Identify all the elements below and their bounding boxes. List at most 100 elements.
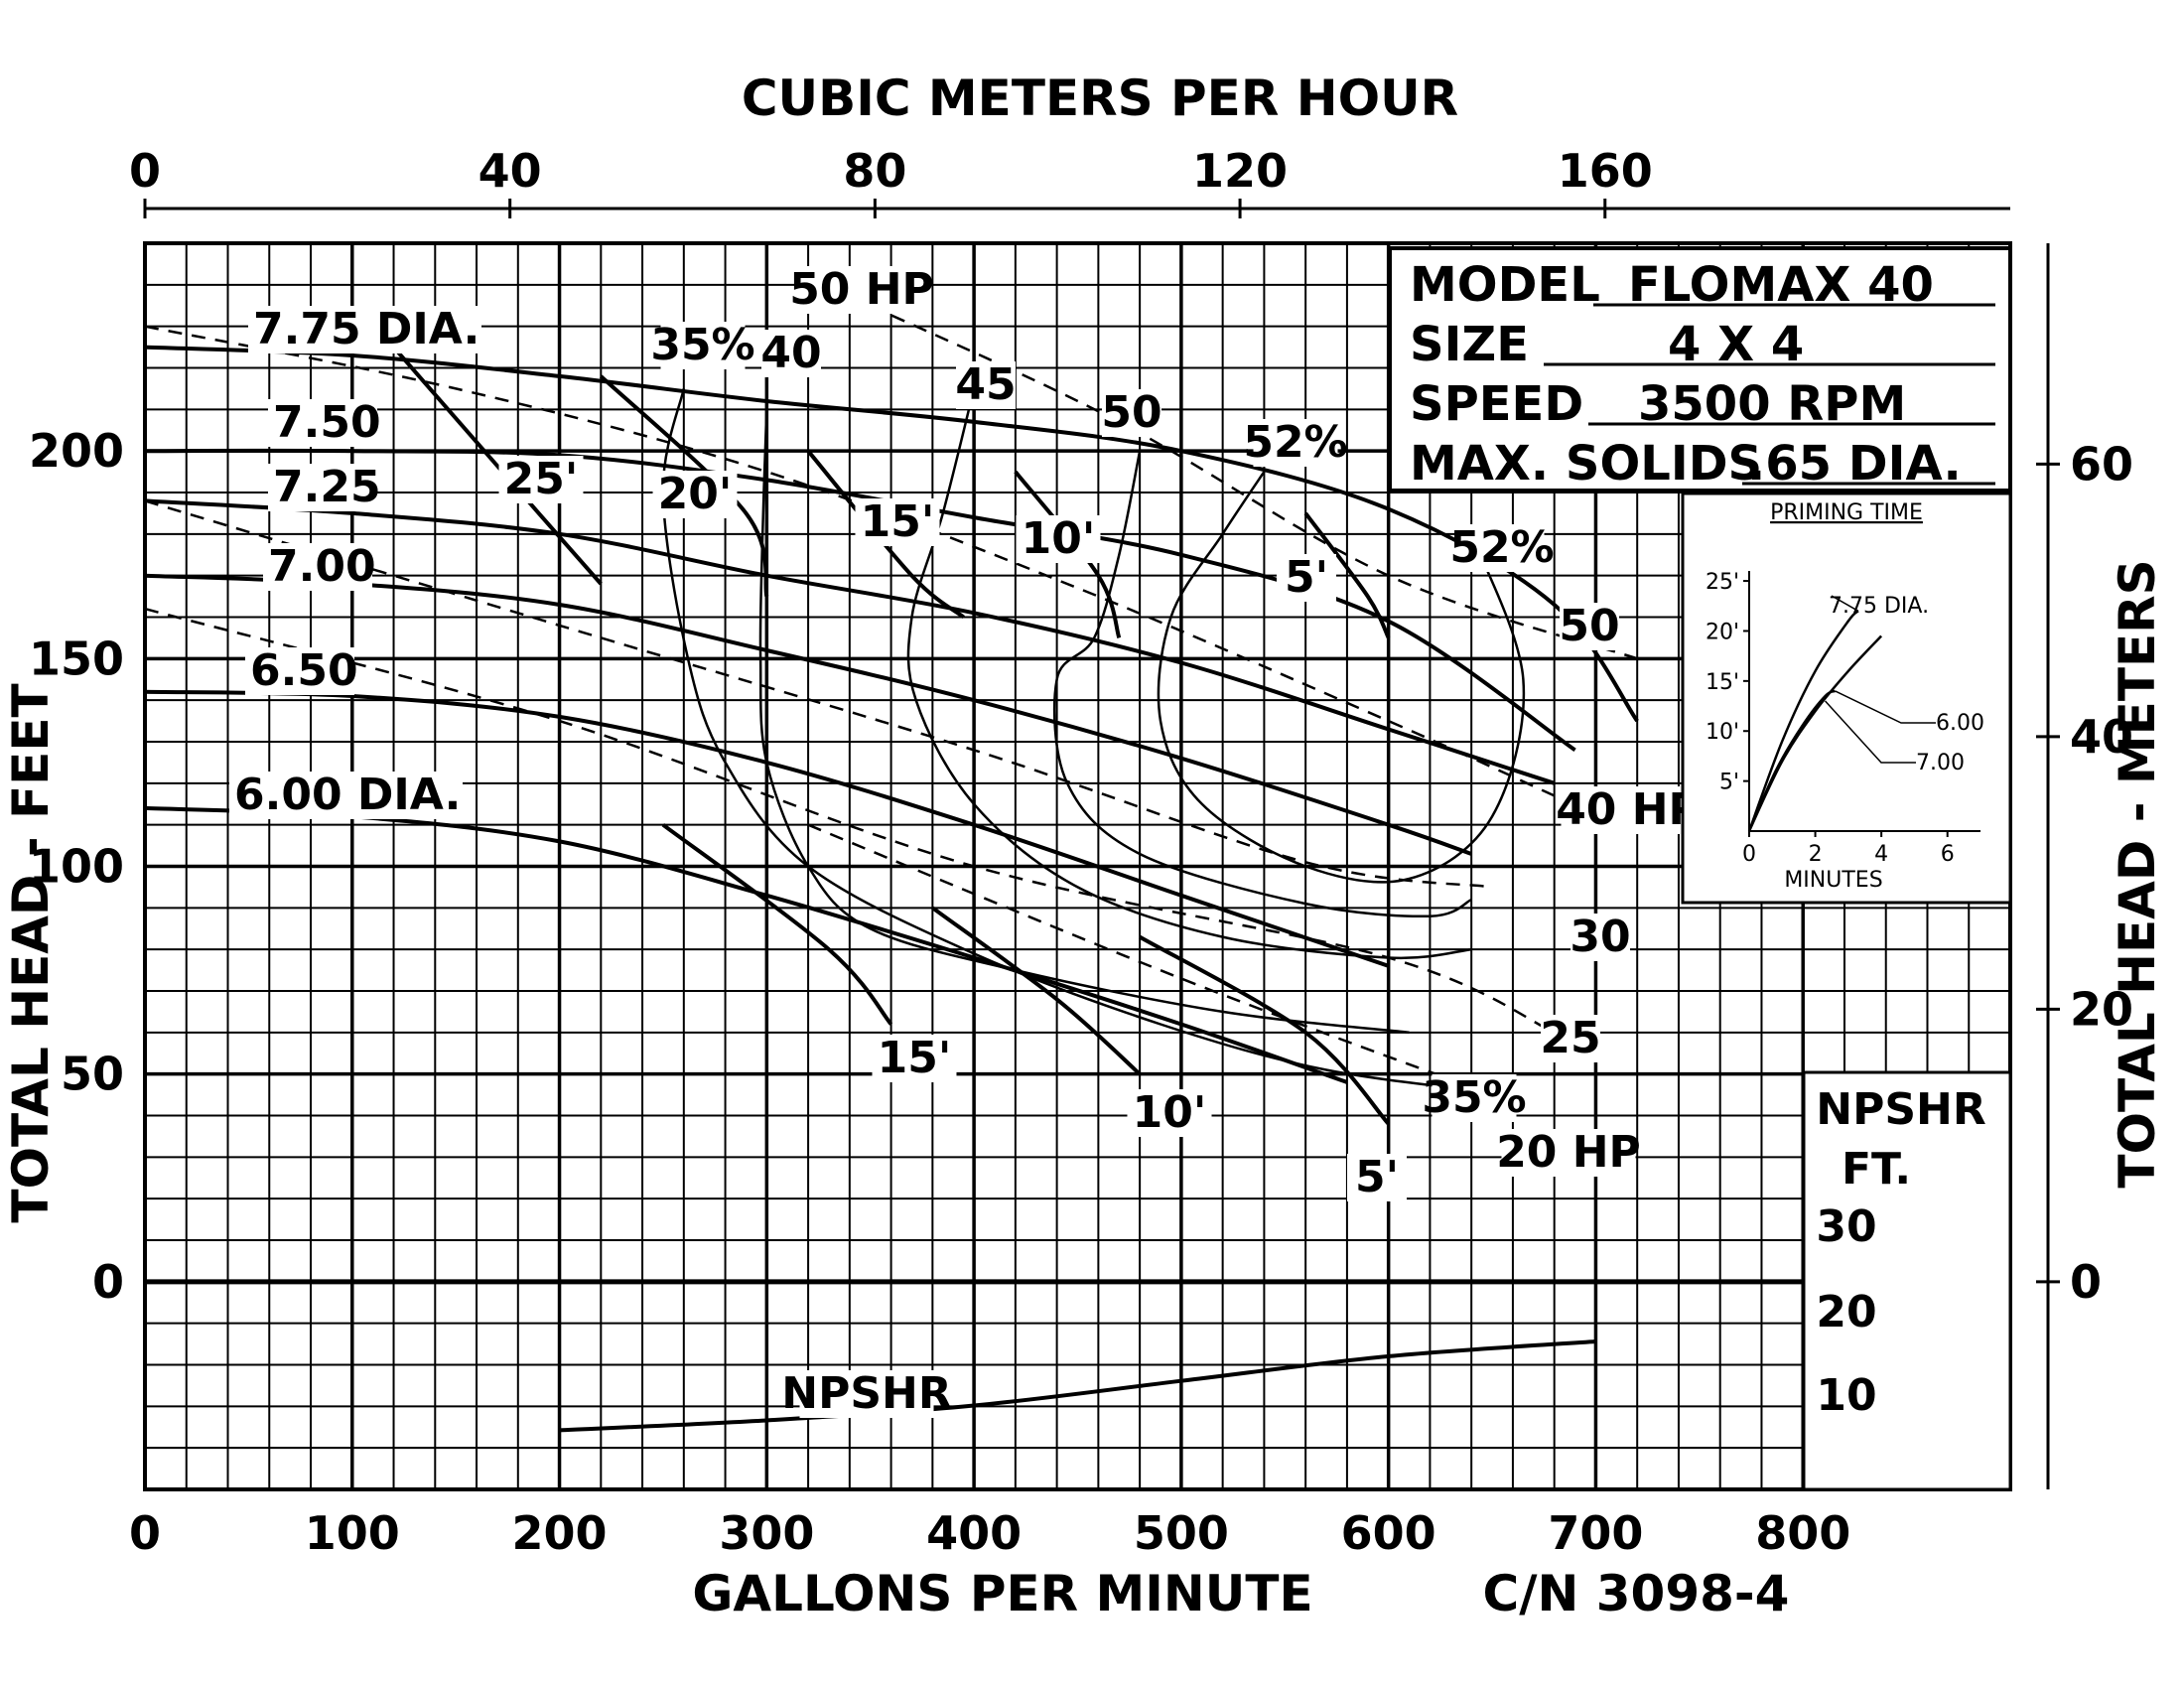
x-tick-label: 100 xyxy=(305,1506,400,1560)
npsh-line xyxy=(661,823,893,1026)
model-label: MODEL xyxy=(1410,257,1600,313)
hp-label-bg xyxy=(1561,786,1696,834)
priming-y-tick-label: 15' xyxy=(1706,670,1739,695)
npsh-label-bg xyxy=(498,456,584,503)
x2-tick-label: 0 xyxy=(129,144,161,198)
efficiency-label-bg xyxy=(1253,419,1338,467)
y2-tick-label: 40 xyxy=(2070,710,2133,764)
hp-line xyxy=(807,823,1493,1096)
efficiency-label-right-bg xyxy=(1560,603,1619,650)
x2-tick-label: 80 xyxy=(843,144,906,198)
npshr-tick-label: 10 xyxy=(1816,1370,1876,1421)
priming-time-title: PRIMING TIME xyxy=(1770,500,1923,525)
hp-label: 30 xyxy=(1570,912,1630,962)
speed-label: SPEED xyxy=(1410,376,1583,432)
hp-label-group: 40 HP xyxy=(1556,784,1701,835)
catalog-number: C/N 3098-4 xyxy=(1483,1565,1790,1622)
curve-labels: 7.75 DIA.7.507.257.006.506.00 DIA.35% 404… xyxy=(229,264,1701,1419)
hp-label-bg xyxy=(1501,1129,1636,1177)
head-curve-label-group: 7.00 xyxy=(263,541,376,592)
priming-y-tick-label: 20' xyxy=(1706,620,1739,644)
priming-time-inset xyxy=(1681,492,2012,905)
head-curve-label-group: 6.00 DIA. xyxy=(229,770,463,820)
npsh-label: 15' xyxy=(861,496,935,547)
x-axis-title: GALLONS PER MINUTE xyxy=(692,1565,1312,1622)
head-curve xyxy=(144,805,1348,1084)
x-tick-label: 400 xyxy=(926,1506,1022,1560)
head-curve-label: 7.25 xyxy=(273,462,381,512)
priming-series-label: 7.75 DIA. xyxy=(1829,594,1929,619)
size-label: SIZE xyxy=(1410,317,1529,372)
x-tick-label: 800 xyxy=(1755,1506,1850,1560)
head-curve-label: 7.50 xyxy=(273,397,381,448)
priming-y-tick-label: 25' xyxy=(1706,570,1739,595)
solids-label: MAX. SOLIDS xyxy=(1410,436,1762,492)
y2-tick-label: 20 xyxy=(2070,982,2133,1036)
model-info-box xyxy=(1388,246,2012,492)
efficiency-label-group: 45 xyxy=(955,359,1016,410)
y2-tick-label: 60 xyxy=(2070,437,2133,491)
npshr-curve xyxy=(559,1339,1596,1433)
hp-line xyxy=(870,304,1638,660)
npsh-label-bg xyxy=(872,1035,957,1082)
priming-leader xyxy=(1835,690,1936,724)
efficiency-curve xyxy=(1052,450,1472,918)
efficiency-label-right-group: 50 xyxy=(1559,601,1619,651)
npsh-label-group: 5' xyxy=(1347,1152,1407,1202)
hp-label-bg xyxy=(1541,1015,1600,1062)
npsh-label: 5' xyxy=(1285,552,1328,603)
npshr-axis-box xyxy=(1802,1070,2012,1491)
npshr-tick-label: 30 xyxy=(1816,1201,1876,1252)
head-curve-label: 6.50 xyxy=(250,645,358,696)
efficiency-label-bg xyxy=(660,322,746,369)
hp-label: 40 HP xyxy=(1556,784,1701,835)
npshr-curve-label: NPSHR xyxy=(781,1368,951,1419)
efficiency-label: 35% xyxy=(650,320,754,370)
priming-time-plot: 0 2 4 6 25' 20' 15' 10' 5' 7.75 DIA. 6.00 7.00 xyxy=(1706,570,1984,867)
y-tick-label: 200 xyxy=(29,424,124,478)
priming-series-line xyxy=(1747,610,1859,832)
npsh-line xyxy=(1139,934,1391,1126)
efficiency-label: 52% xyxy=(1243,417,1347,468)
npsh-label-bg xyxy=(1127,1089,1212,1137)
y2-tick-label: 0 xyxy=(2070,1255,2102,1309)
npsh-label-bg xyxy=(1016,515,1101,563)
hp-label: 20 HP xyxy=(1496,1127,1641,1178)
npsh-label: 10' xyxy=(1133,1087,1207,1138)
efficiency-label-right: 50 xyxy=(1559,601,1619,651)
head-curve-label-bg xyxy=(248,306,481,353)
head-curve-label: 7.00 xyxy=(268,541,376,592)
npsh-label-group: 20' xyxy=(652,469,738,519)
priming-y-tick-label: 5' xyxy=(1719,771,1739,795)
x-tick-label: 200 xyxy=(512,1506,608,1560)
x-tick-label: 700 xyxy=(1548,1506,1643,1560)
npsh-label-bg xyxy=(652,471,738,518)
hp-label-group: 50 HP xyxy=(789,264,934,315)
npsh-label-group: 15' xyxy=(872,1033,957,1083)
npsh-line xyxy=(806,449,965,620)
head-curve-label-group: 6.50 xyxy=(245,645,358,696)
hp-label-bg xyxy=(1570,914,1630,961)
priming-series-label: 6.00 xyxy=(1936,711,1984,736)
efficiency-label-bg xyxy=(761,330,821,377)
priming-x-tick-label: 4 xyxy=(1874,842,1888,867)
npsh-label: 25' xyxy=(504,454,579,504)
npshr-curve-label-group: NPSHR xyxy=(781,1368,951,1419)
efficiency-label: 40 xyxy=(760,328,821,378)
npshr-curve-label-bg xyxy=(799,1370,934,1418)
npsh-line xyxy=(1014,470,1122,639)
hp-label: 25 xyxy=(1540,1013,1600,1063)
npsh-label: 15' xyxy=(878,1033,952,1083)
npsh-label-bg xyxy=(855,498,940,546)
efficiency-label-bg xyxy=(956,361,1016,409)
npsh-label-bg xyxy=(1347,1154,1407,1201)
head-curve-label-bg xyxy=(229,772,463,819)
priming-series-label: 7.00 xyxy=(1916,751,1965,775)
priming-y-tick-label: 10' xyxy=(1706,720,1739,745)
y-axis-title: TOTAL HEAD - FEET xyxy=(2,683,60,1222)
efficiency-label-group: 50 xyxy=(1101,387,1161,438)
x-tick-label: 300 xyxy=(719,1506,814,1560)
priming-x-tick-label: 0 xyxy=(1742,842,1756,867)
